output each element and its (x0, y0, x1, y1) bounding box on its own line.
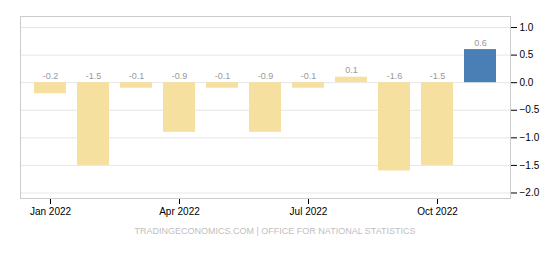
svg-text:-0.1: -0.1 (301, 71, 317, 81)
svg-text:Jul 2022: Jul 2022 (290, 206, 328, 217)
svg-text:-1.5: -1.5 (86, 71, 102, 81)
svg-text:−1.0: −1.0 (520, 132, 540, 143)
svg-text:Oct 2022: Oct 2022 (417, 206, 458, 217)
svg-text:-0.1: -0.1 (129, 71, 145, 81)
svg-text:−2.0: −2.0 (520, 187, 540, 198)
svg-text:Jan 2022: Jan 2022 (30, 206, 72, 217)
html-text:TRADINGECONOMICS.COM | OFFICE: TRADINGECONOMICS.COM | OFFICE FOR NATION… (134, 226, 416, 236)
svg-text:−1.5: −1.5 (520, 160, 540, 171)
svg-text:0.5: 0.5 (520, 49, 534, 60)
svg-text:-1.6: -1.6 (387, 71, 403, 81)
svg-text:-0.2: -0.2 (43, 71, 59, 81)
svg-text:-0.9: -0.9 (258, 71, 274, 81)
svg-text:-0.1: -0.1 (215, 71, 231, 81)
svg-text:Apr 2022: Apr 2022 (159, 206, 200, 217)
svg-text:1.0: 1.0 (520, 22, 534, 33)
svg-text:0.1: 0.1 (345, 65, 358, 75)
svg-text:−0.5: −0.5 (520, 104, 540, 115)
svg-text:0.6: 0.6 (474, 38, 487, 48)
svg-text:-1.5: -1.5 (430, 71, 446, 81)
svg-text:0.0: 0.0 (520, 77, 534, 88)
svg-text:-0.9: -0.9 (172, 71, 188, 81)
